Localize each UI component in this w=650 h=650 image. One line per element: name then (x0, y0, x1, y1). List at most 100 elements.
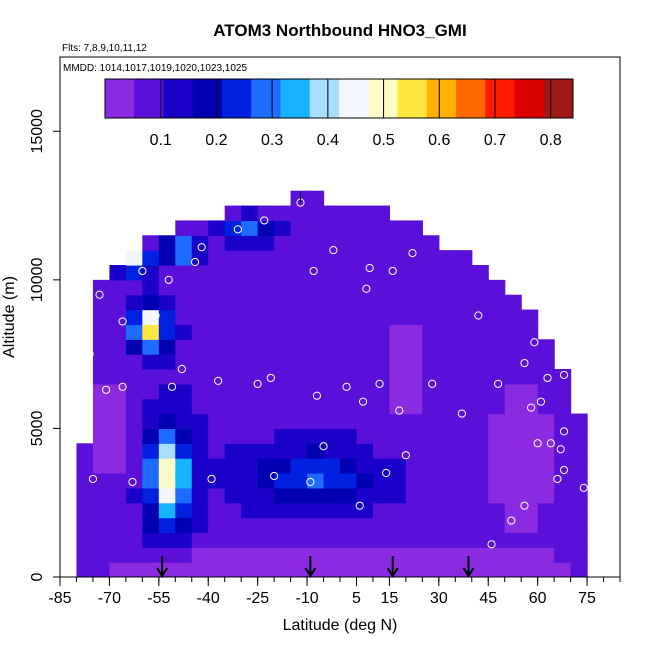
sample-point (494, 379, 503, 388)
heatmap-cell (92, 458, 111, 474)
heatmap-cell (323, 562, 341, 577)
heatmap-cell (175, 487, 193, 504)
heatmap-cell (208, 265, 226, 281)
heatmap-cell (241, 562, 259, 577)
heatmap-cell (241, 324, 259, 340)
heatmap-cell (438, 413, 456, 430)
heatmap-cell (389, 265, 407, 281)
heatmap-cell (356, 428, 374, 444)
heatmap-cell (521, 532, 539, 548)
heatmap-cell (142, 235, 160, 251)
sample-point (559, 427, 569, 436)
heatmap-cell (208, 473, 226, 489)
heatmap-cell (422, 324, 440, 340)
heatmap-cell (208, 324, 226, 340)
heatmap-cell (455, 532, 473, 548)
heatmap-cell (290, 428, 308, 444)
heatmap-cell (356, 502, 374, 519)
heatmap-cell (422, 279, 440, 296)
heatmap-cell (405, 324, 423, 340)
heatmap-cell (356, 517, 374, 534)
heatmap-cell (372, 383, 391, 400)
x-tick-label: -55 (147, 590, 170, 607)
heatmap-cell (307, 458, 325, 474)
heatmap-cell (405, 487, 423, 504)
heatmap-cell (389, 339, 407, 355)
heatmap-cell (356, 383, 374, 400)
colorbar-tick-label: 0.2 (205, 132, 227, 149)
heatmap-cell (307, 473, 325, 489)
heatmap-cell (389, 458, 407, 474)
colorbar-segment (192, 79, 223, 118)
heatmap-cell (422, 532, 440, 548)
heatmap-cell (257, 413, 275, 430)
sample-point (164, 275, 173, 284)
heatmap-cell (504, 339, 522, 355)
heatmap-cell (290, 294, 308, 311)
heatmap-cell (191, 562, 209, 577)
heatmap-cell (504, 458, 522, 474)
heatmap-cell (241, 383, 259, 400)
x-tick-label: -40 (197, 590, 220, 607)
heatmap-cell (241, 279, 259, 296)
heatmap-cell (257, 517, 275, 534)
heatmap-cell (158, 517, 176, 534)
colorbar: 0.1 0.2 0.3 0.4 0.5 0.6 0.7 0.8 (104, 78, 574, 149)
heatmap-cell (208, 339, 226, 355)
heatmap-cell (224, 428, 242, 444)
heatmap-cell (142, 279, 160, 296)
heatmap-cell (389, 473, 407, 489)
heatmap-cell (274, 458, 292, 474)
heatmap-cell (422, 517, 440, 534)
heatmap-cell (422, 309, 440, 326)
heatmap-cell (191, 398, 209, 415)
x-axis-title: Latitude (deg N) (283, 617, 398, 634)
heatmap-cell (208, 413, 226, 430)
heatmap-cell (521, 413, 539, 430)
heatmap-field (76, 190, 588, 577)
heatmap-cell (389, 294, 407, 311)
heatmap-cell (175, 443, 193, 459)
heatmap-cell (142, 339, 160, 355)
heatmap-cell (224, 562, 242, 577)
heatmap-cell (224, 398, 242, 415)
heatmap-cell (323, 309, 341, 326)
heatmap-cell (158, 413, 176, 430)
heatmap-cell (405, 250, 423, 266)
heatmap-cell (471, 487, 489, 504)
heatmap-cell (290, 354, 308, 370)
heatmap-cell (92, 369, 111, 385)
heatmap-cell (521, 383, 539, 400)
sample-point (546, 439, 555, 448)
heatmap-cell (290, 339, 308, 355)
heatmap-cell (224, 413, 242, 430)
heatmap-cell (438, 324, 456, 340)
heatmap-cell (455, 324, 473, 340)
heatmap-cell (422, 339, 440, 355)
heatmap-cell (438, 487, 456, 504)
colorbar-segment (397, 79, 428, 118)
heatmap-cell (109, 398, 127, 415)
heatmap-cell (109, 547, 127, 563)
heatmap-cell (340, 383, 358, 400)
heatmap-cell (158, 443, 176, 459)
heatmap-cell (241, 413, 259, 430)
heatmap-cell (340, 398, 358, 415)
heatmap-cell (175, 354, 193, 370)
heatmap-cell (92, 487, 111, 504)
heatmap-cell (323, 547, 341, 563)
x-tick-label: 15 (381, 590, 399, 607)
heatmap-cell (158, 250, 176, 266)
heatmap-cell (438, 369, 456, 385)
heatmap-cell (471, 532, 489, 548)
heatmap-cell (455, 428, 473, 444)
sample-point (401, 451, 410, 460)
heatmap-cell (175, 502, 193, 519)
heatmap-cell (241, 220, 259, 236)
heatmap-cell (422, 428, 440, 444)
heatmap-cell (274, 265, 292, 281)
heatmap-cell (158, 324, 176, 340)
heatmap-cell (488, 487, 506, 504)
heatmap-cell (340, 220, 358, 236)
heatmap-cell (208, 220, 226, 236)
